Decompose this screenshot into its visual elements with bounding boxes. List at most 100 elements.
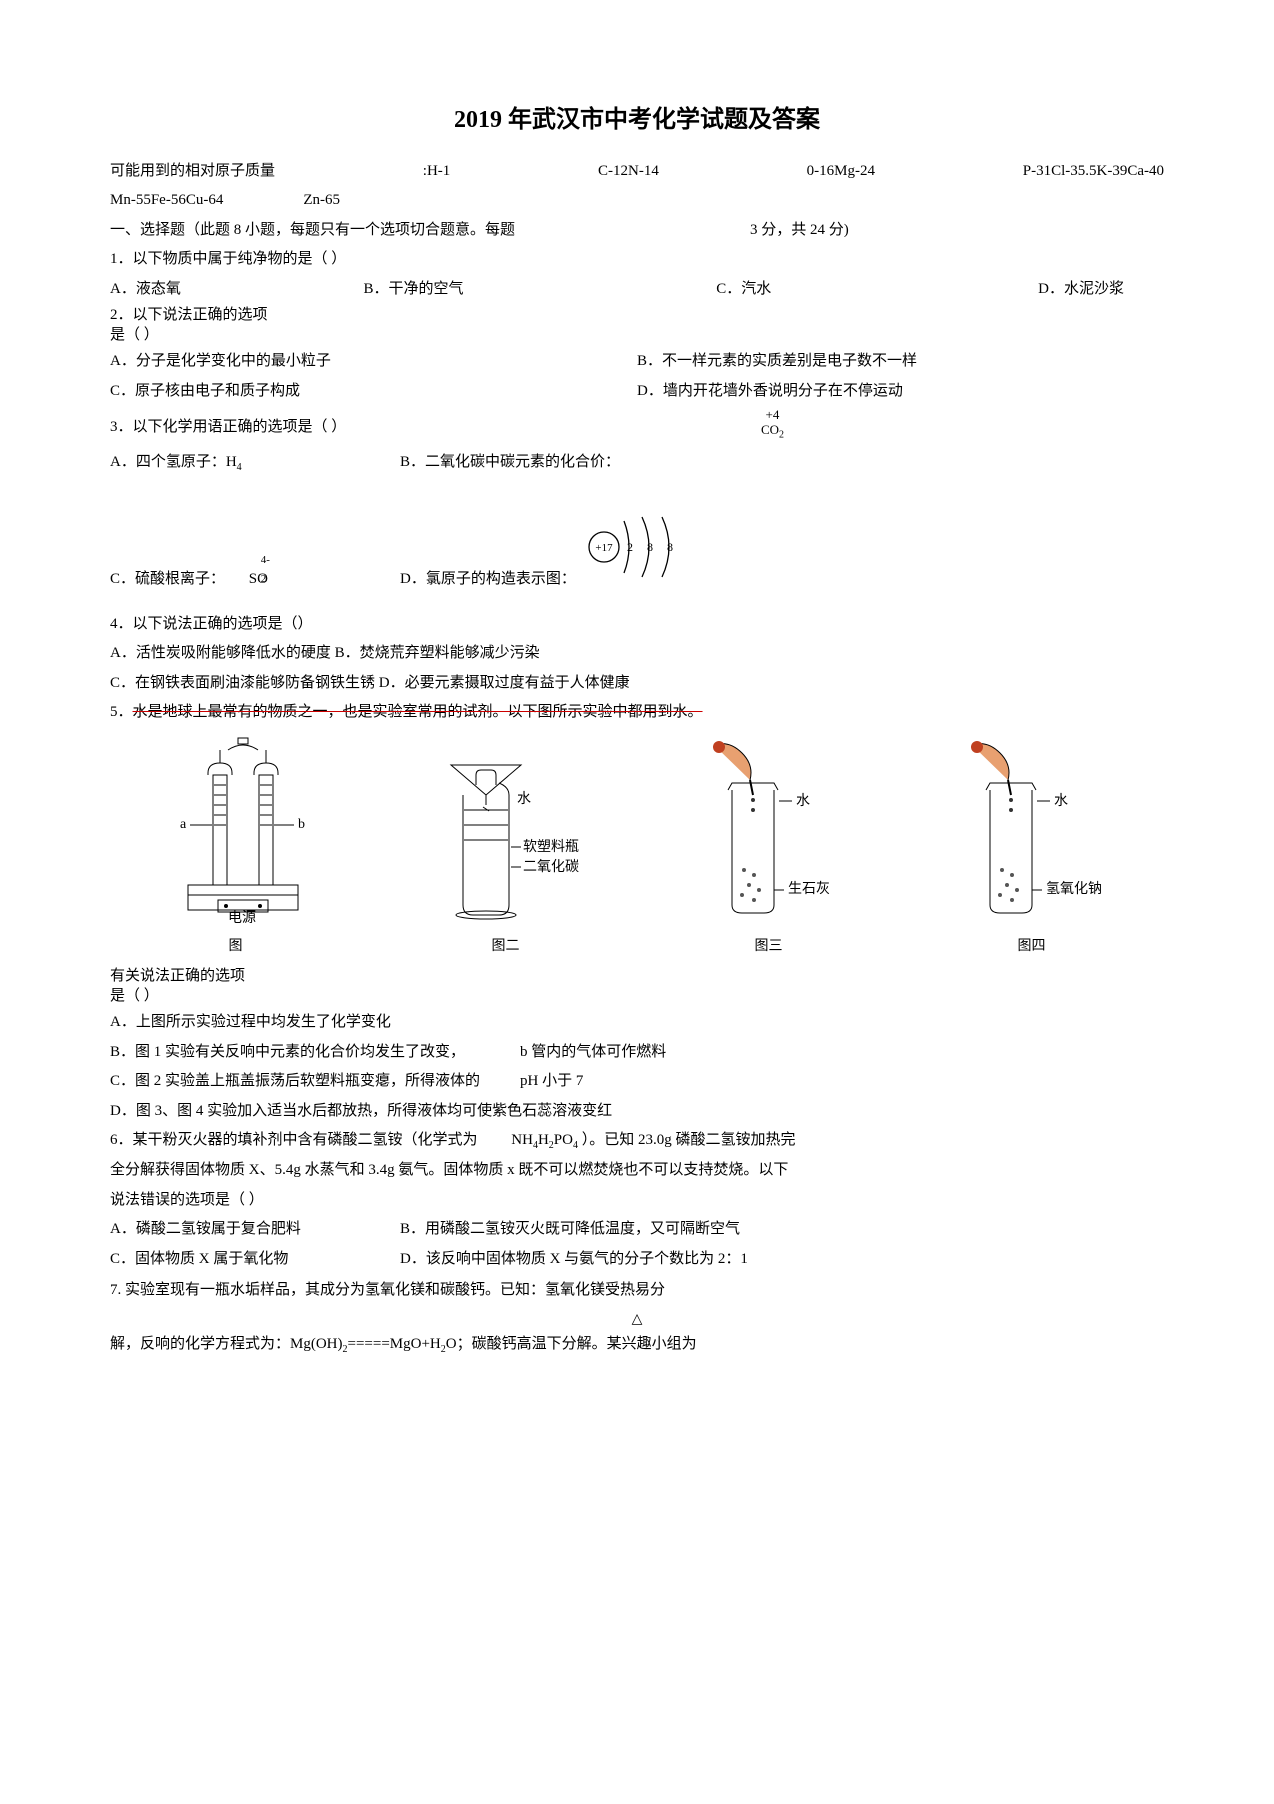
q6-t1e: ）。已知 23.0g 磷酸二氢铵加热完	[582, 1132, 796, 1148]
q3-c-sup: 4-2	[261, 551, 270, 588]
svg-text:水: 水	[517, 791, 531, 807]
q7-t2a: 解，反响的化学方程式为：Mg(OH)	[110, 1336, 343, 1352]
q3-a-sub: 4	[237, 462, 242, 473]
svg-text:a: a	[180, 817, 187, 832]
q1-text: 1．以下物质中属于纯净物的是（ ）	[110, 247, 1164, 273]
fig2: 水 软塑料瓶 二氧化碳 图二	[374, 735, 637, 959]
q5-text: 5．水是地球上最常有的物质之一，也是实验室常用的试剂。以下图所示实验中都用到水。	[110, 700, 1164, 726]
atomic-mass-zn: Zn-65	[303, 188, 340, 214]
q5-figures: a b 电源 图一 水	[110, 734, 1164, 960]
valence-sub: 2	[779, 429, 784, 440]
q5-followup: 有关说法正确的选项 是（ ）	[110, 967, 1164, 1006]
q4-cd: C．在钢铁表面刷油漆能够防备钢铁生锈 D．必要元素摄取过度有益于人体健康	[110, 671, 1164, 697]
svg-text:二氧化碳: 二氧化碳	[523, 859, 579, 875]
q1-opt-b: B．干净的空气	[364, 277, 618, 303]
atom-diagram-icon: +17 2 8 8	[586, 511, 686, 593]
q5-f2: 是（ ）	[110, 988, 159, 1004]
q6-line2: 全分解获得固体物质 X、5.4g 水蒸气和 3.4g 氨气。固体物质 x 既不可…	[110, 1158, 1164, 1184]
q4-ab: A．活性炭吸附能够降低水的硬度 B．焚烧荒弃塑料能够减少污染	[110, 641, 1164, 667]
q6-t1: 6．某干粉灭火器的填补剂中含有磷酸二氢铵（化学式为	[110, 1132, 478, 1148]
atomic-mass-mnfecu: Mn-55Fe-56Cu-64	[110, 188, 223, 214]
q3-a-text: A．四个氢原子：H	[110, 454, 237, 470]
valence-top: +4	[761, 408, 784, 422]
atomic-mass-block: 可能用到的相对原子质量 :H-1 C-12N-14 0-16Mg-24 P-31…	[110, 159, 1164, 214]
q1-opt-d: D．水泥沙浆	[871, 277, 1165, 303]
svg-text:软塑料瓶: 软塑料瓶	[523, 839, 579, 855]
fig1: a b 电源 图一	[111, 735, 374, 959]
fig3: 水 生石灰 图三	[637, 735, 900, 959]
q6-row2: C．固体物质 X 属于氧化物 D．该反响中固体物质 X 与氨气的分子个数比为 2…	[110, 1247, 1164, 1273]
q6-a: A．磷酸二氢铵属于复合肥料	[110, 1217, 400, 1243]
q2-row2: C．原子核由电子和质子构成 D．墙内开花墙外香说明分子在不停运动	[110, 379, 1164, 405]
atomic-mass-h: :H-1	[423, 159, 451, 185]
atom-nucleus: +17	[595, 542, 613, 554]
q3-row-ab: A．四个氢原子：H4 B．二氧化碳中碳元素的化合价：	[110, 450, 1164, 476]
svg-text:2: 2	[627, 540, 633, 554]
q6-row1: A．磷酸二氢铵属于复合肥料 B．用磷酸二氢铵灭火既可降低温度，又可隔断空气	[110, 1217, 1164, 1243]
q2-opt-c: C．原子核由电子和质子构成	[110, 379, 637, 405]
q5-c: C．图 2 实验盖上瓶盖振荡后软塑料瓶变瘪，所得液体的 pH 小于 7	[110, 1069, 1164, 1095]
q6-h: H	[538, 1132, 549, 1148]
q5-a: A．上图所示实验过程中均发生了化学变化	[110, 1010, 1164, 1036]
q2-text: 2．以下说法正确的选项 是（ ）	[110, 306, 1164, 345]
svg-text:8: 8	[667, 540, 673, 554]
q6-formula: NH4H2PO4	[511, 1132, 581, 1148]
q3-opt-b: B．二氧化碳中碳元素的化合价：	[400, 450, 620, 476]
q7-text: 7. 实验室现有一瓶水垢样品，其成分为氢氧化镁和碳酸钙。已知：氢氧化镁受热易分	[110, 1278, 1164, 1304]
q3-row-cd: C．硫酸根离子： 4-2 SO D．氯原子的构造表示图： +17 2 8 8	[110, 511, 1164, 593]
q5-c2: pH 小于 7	[520, 1069, 583, 1095]
atomic-mass-cn: C-12N-14	[598, 159, 659, 185]
section-header-score: 3 分，共 24 分)	[750, 218, 849, 244]
q1-opt-c: C．汽水	[617, 277, 871, 303]
svg-text:生石灰: 生石灰	[788, 881, 830, 897]
q5-d: D．图 3、图 4 实验加入适当水后都放热，所得液体均可使紫色石蕊溶液变红	[110, 1099, 1164, 1125]
q5-c1: C．图 2 实验盖上瓶盖振荡后软塑料瓶变瘪，所得液体的	[110, 1069, 520, 1095]
svg-text:水: 水	[1054, 793, 1068, 809]
q5-b2: b 管内的气体可作燃料	[520, 1040, 666, 1066]
page-title: 2019 年武汉市中考化学试题及答案	[110, 100, 1164, 141]
fig2-label: 图二	[374, 935, 637, 959]
q5-struck: 水是地球上最常有的物质之一，也是实验室常用的试剂。以下图所示实验中都用到水。	[133, 704, 703, 720]
q3-opt-d: D．氯原子的构造表示图：	[400, 567, 576, 593]
q2-opt-d: D．墙内开花墙外香说明分子在不停运动	[637, 379, 1164, 405]
q7-t2c: O；碳酸钙高温下分解。某兴趣小组为	[446, 1336, 697, 1352]
fig3-label: 图三	[637, 935, 900, 959]
q3-block: 3．以下化学用语正确的选项是（ ） +4 CO2	[110, 408, 1164, 440]
q6-line1: 6．某干粉灭火器的填补剂中含有磷酸二氢铵（化学式为 NH4H2PO4 ）。已知 …	[110, 1128, 1164, 1154]
q2-opt-a: A．分子是化学变化中的最小粒子	[110, 349, 637, 375]
atomic-mass-omg: 0-16Mg-24	[807, 159, 875, 185]
q7-line2: 解，反响的化学方程式为：Mg(OH)2=====MgO+H2O；碳酸钙高温下分解…	[110, 1332, 1164, 1358]
valence-icon: +4 CO2	[761, 408, 784, 440]
section-header: 一、选择题（此题 8 小题，每题只有一个选项切合题意。每题	[110, 218, 620, 244]
valence-bot: CO	[761, 422, 779, 437]
q6-b: B．用磷酸二氢铵灭火既可降低温度，又可隔断空气	[400, 1217, 1164, 1243]
svg-text:8: 8	[647, 540, 653, 554]
q5-b: B．图 1 实验有关反响中元素的化合价均发生了改变， b 管内的气体可作燃料	[110, 1040, 1164, 1066]
q6-line3: 说法错误的选项是（ ）	[110, 1188, 1164, 1214]
q3-text: 3．以下化学用语正确的选项是（ ）	[110, 415, 671, 441]
q1-opt-a: A．液态氧	[110, 277, 364, 303]
fig4-label: 图四	[900, 935, 1163, 959]
q5-f1: 有关说法正确的选项	[110, 968, 245, 984]
atomic-mass-pclkca: P-31Cl-35.5K-39Ca-40	[1023, 159, 1164, 185]
q2-text-b: 是（ ）	[110, 327, 159, 343]
q2-row1: A．分子是化学变化中的最小粒子 B．不一样元素的实质差别是电子数不一样	[110, 349, 1164, 375]
q5-b1: B．图 1 实验有关反响中元素的化合价均发生了改变，	[110, 1040, 520, 1066]
q6-c: C．固体物质 X 属于氧化物	[110, 1247, 400, 1273]
fig1-label: 图一	[111, 935, 374, 959]
q6-nh: NH	[511, 1132, 533, 1148]
q3-opt-a: A．四个氢原子：H4	[110, 450, 400, 476]
svg-text:水: 水	[796, 793, 810, 809]
q6-s3: 4	[573, 1140, 578, 1151]
q3-opt-c: C．硫酸根离子： 4-2 SO	[110, 567, 400, 593]
fig4: 水 氢氧化钠 图四	[900, 735, 1163, 959]
q4-text: 4．以下说法正确的选项是（）	[110, 612, 1164, 638]
q2-opt-b: B．不一样元素的实质差别是电子数不一样	[637, 349, 1164, 375]
q7-t2b: =====MgO+H	[348, 1336, 441, 1352]
triangle-icon: △	[110, 1308, 1164, 1332]
svg-text:b: b	[298, 817, 305, 832]
svg-text:氢氧化钠: 氢氧化钠	[1046, 881, 1102, 897]
q1-options: A．液态氧 B．干净的空气 C．汽水 D．水泥沙浆	[110, 277, 1164, 303]
q6-d: D．该反响中固体物质 X 与氨气的分子个数比为 2：1	[400, 1247, 1164, 1273]
atomic-mass-label: 可能用到的相对原子质量	[110, 159, 275, 185]
